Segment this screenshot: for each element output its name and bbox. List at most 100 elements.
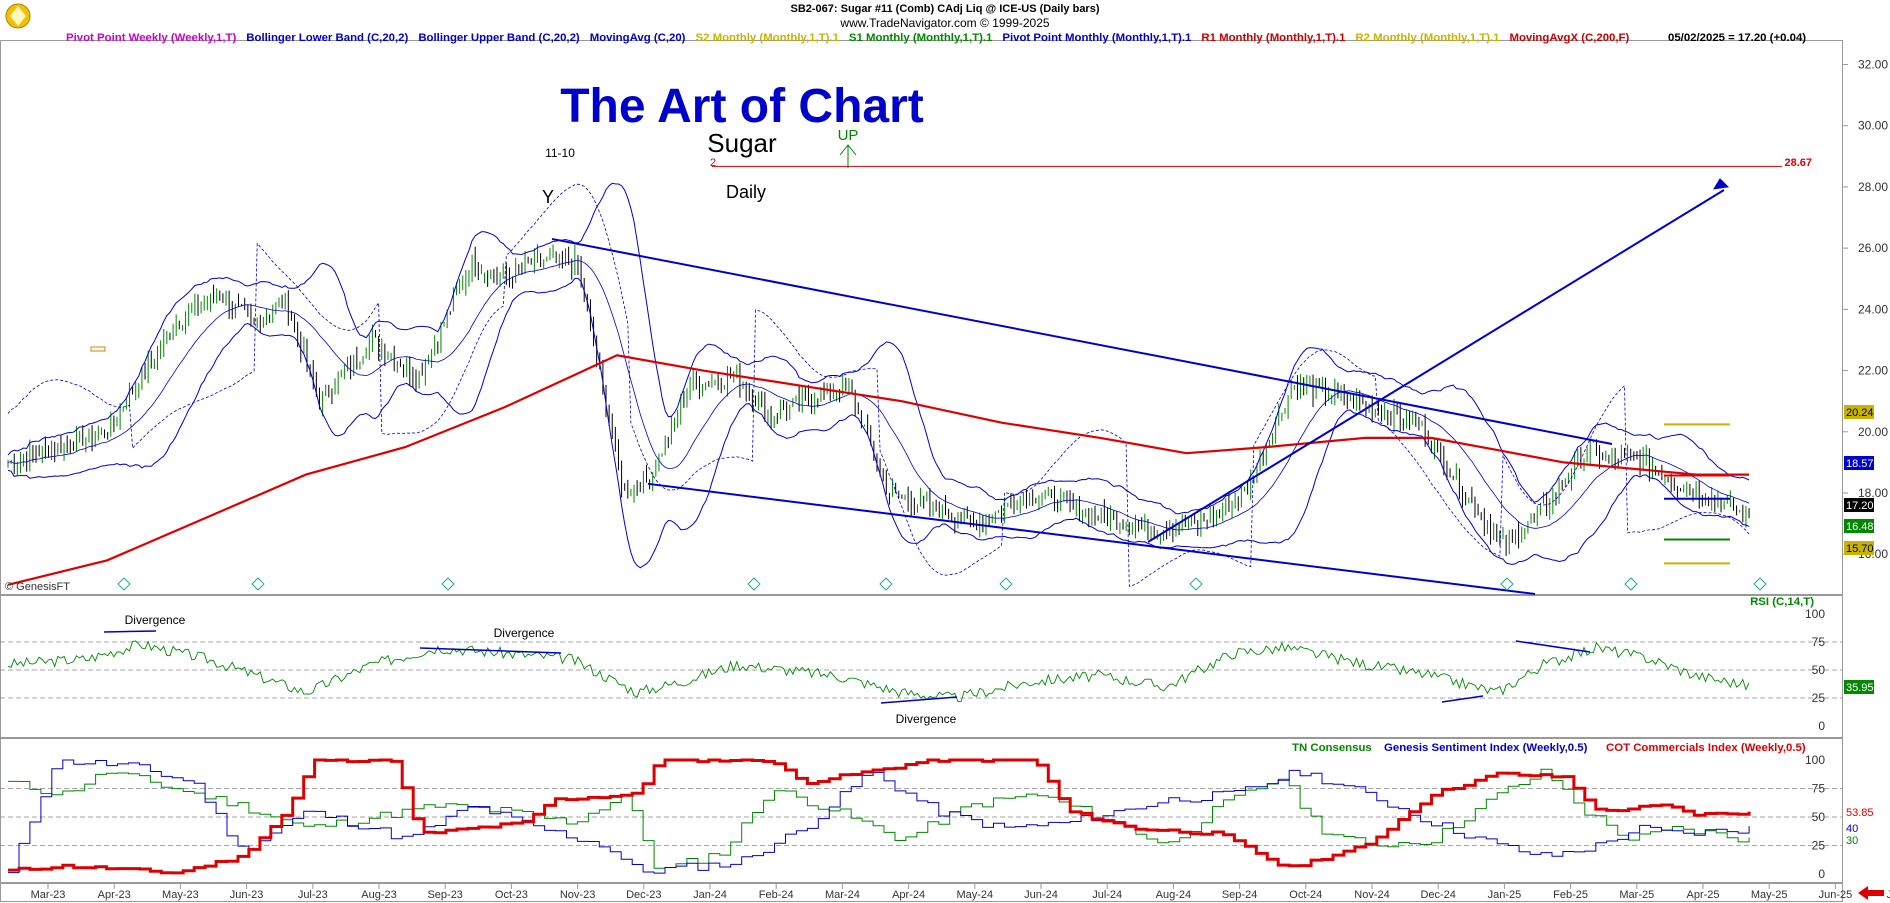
legend-item: R1 Monthly (Monthly,1,T).1 <box>1201 32 1346 44</box>
x-axis-tick-label: Jun-24 <box>1024 889 1058 901</box>
sentiment-tick-label: 100 <box>1805 753 1825 767</box>
rsi-tick-label: 75 <box>1812 635 1826 649</box>
sentiment-value-tag <box>1844 805 1874 819</box>
event-diamond-icon <box>1189 577 1203 591</box>
legend-item: S2 Monthly (Monthly,1,T).1 <box>695 32 839 44</box>
legend-item: R2 Monthly (Monthly,1,T).1 <box>1355 32 1500 44</box>
moving-avg-20 <box>7 260 1750 531</box>
event-diamond-icon <box>1624 577 1638 591</box>
chart-header-title: SB2-067: Sugar #11 (Comb) CAdj Liq @ ICE… <box>790 3 1099 15</box>
price-tag <box>1844 456 1874 470</box>
x-axis-frame <box>0 883 1843 902</box>
price-tag <box>1844 405 1874 419</box>
legend-item: MovingAvgX (C,200,F) <box>1509 32 1629 44</box>
x-axis-tick-label: Feb-24 <box>759 889 794 901</box>
rsi-tick-label: 50 <box>1812 663 1826 677</box>
trendline-breakout-arrow <box>1147 189 1725 543</box>
event-diamond-icon <box>441 577 455 591</box>
pivot-point-weekly-line <box>7 183 1750 587</box>
price-tag-label: 15.70 <box>1846 543 1874 555</box>
divergence-line <box>1515 640 1591 653</box>
sentiment-tick-label: 50 <box>1812 810 1826 824</box>
divergence-line <box>1441 695 1484 703</box>
x-axis-tick-label: Jun-25 <box>1819 889 1853 901</box>
price-tag-label: 18.57 <box>1846 458 1874 470</box>
legend-item: Pivot Point Monthly (Monthly,1,T).1 <box>1002 32 1192 44</box>
tn-consensus-line <box>8 768 1750 869</box>
x-axis-tick-label: Aug-23 <box>361 889 396 901</box>
x-axis-tick-label: May-24 <box>956 889 993 901</box>
price-tag <box>1844 519 1874 533</box>
marker-rect <box>90 346 106 352</box>
x-axis-tick-label: Oct-24 <box>1289 889 1322 901</box>
y-axis-tick-label: 28.00 <box>1858 180 1888 194</box>
y-axis-tick-label: 20.00 <box>1858 425 1888 439</box>
date-code-label: 11-10 <box>545 146 575 160</box>
rsi-value-label: 35.95 <box>1846 682 1874 694</box>
sentiment-tick-label: 75 <box>1812 782 1826 796</box>
divergence-line <box>419 647 562 654</box>
art-of-chart-title: The Art of Chart <box>560 80 924 133</box>
legend-item: Pivot Point Weekly (Weekly,1,T) <box>66 32 236 44</box>
x-axis-tick-label: Sep-24 <box>1222 889 1257 901</box>
x-axis-tick-label: Sep-23 <box>427 889 462 901</box>
chart-header-subtitle: www.TradeNavigator.com © 1999-2025 <box>839 16 1049 30</box>
y-axis-tick-label: 26.00 <box>1858 241 1888 255</box>
event-diamond-icon <box>1500 577 1514 591</box>
x-axis-tick-label: Jan-24 <box>693 889 727 901</box>
x-axis-tick-label: Feb-25 <box>1553 889 1588 901</box>
event-diamond-icon <box>1753 577 1767 591</box>
rsi-line <box>7 640 1750 703</box>
sentiment-tick-label: 0 <box>1818 867 1825 881</box>
daily-label: Daily <box>726 182 766 202</box>
trendline-upper <box>551 237 1613 446</box>
y-axis-tick-label: 18.00 <box>1858 486 1888 500</box>
level-value-label: 28.67 <box>1784 157 1812 169</box>
sugar-label: Sugar <box>707 128 777 158</box>
x-axis-tick-label: Apr-25 <box>1686 889 1719 901</box>
event-diamond-icon <box>117 577 131 591</box>
y-axis-tick-label: 24.00 <box>1858 302 1888 316</box>
x-axis-tick-label: Jun-23 <box>230 889 264 901</box>
price-panel-frame <box>0 40 1843 595</box>
x-axis-tick-label: Jul-24 <box>1092 889 1122 901</box>
cot-commercials-line <box>8 758 1751 875</box>
x-axis-tick-label: Oct-23 <box>495 889 528 901</box>
sentiment-value-label: 40 <box>1846 823 1858 835</box>
sentiment-value-tag <box>1844 833 1874 847</box>
x-axis-tick-label: Apr-24 <box>892 889 925 901</box>
sentiment-panel-frame <box>0 738 1843 883</box>
y-axis-tick-label: 32.00 <box>1858 57 1888 71</box>
rsi-value-tag <box>1844 680 1874 694</box>
genesis-sentiment-line <box>8 759 1750 874</box>
legend-item: Bollinger Upper Band (C,20,2) <box>418 32 580 44</box>
sentiment-value-label: 30 <box>1846 835 1858 847</box>
divergence-line <box>103 630 157 633</box>
price-tag-label: 20.24 <box>1846 407 1874 419</box>
y-axis-tick-label: 30.00 <box>1858 119 1888 133</box>
y-mark-label: Y <box>542 187 554 207</box>
sentiment-tick-label: 25 <box>1812 839 1826 853</box>
x-axis-tick-label: Mar-23 <box>31 889 66 901</box>
event-diamond-icon <box>999 577 1013 591</box>
x-axis-tick-label: Jan-25 <box>1488 889 1522 901</box>
event-diamond-icon <box>251 577 265 591</box>
x-axis-tick-label: Dec-23 <box>626 889 661 901</box>
x-axis-tick-label: May-25 <box>1751 889 1788 901</box>
x-axis-tick-label: Aug-24 <box>1156 889 1191 901</box>
sentiment-panel-label: COT Commercials Index (Weekly,0.5) <box>1606 742 1806 754</box>
x-axis-tick-label: Dec-24 <box>1420 889 1455 901</box>
price-tag-label: 16.48 <box>1846 521 1874 533</box>
x-axis-tick-label: May-23 <box>162 889 199 901</box>
sentiment-value-tag <box>1844 821 1874 835</box>
logo-inner-icon <box>10 6 26 26</box>
up-label: UP <box>838 127 859 144</box>
event-diamond-icon <box>879 577 893 591</box>
x-axis-tick-label: Jul-25 <box>1887 889 1890 901</box>
sentiment-panel-label: TN Consensus <box>1292 742 1372 754</box>
up-arrow-head-icon <box>839 144 857 156</box>
x-axis-tick-label: Mar-24 <box>825 889 860 901</box>
legend-item: S1 Monthly (Monthly,1,T).1 <box>849 32 993 44</box>
rsi-tick-label: 25 <box>1812 691 1826 705</box>
trendline-lower <box>647 482 1536 595</box>
